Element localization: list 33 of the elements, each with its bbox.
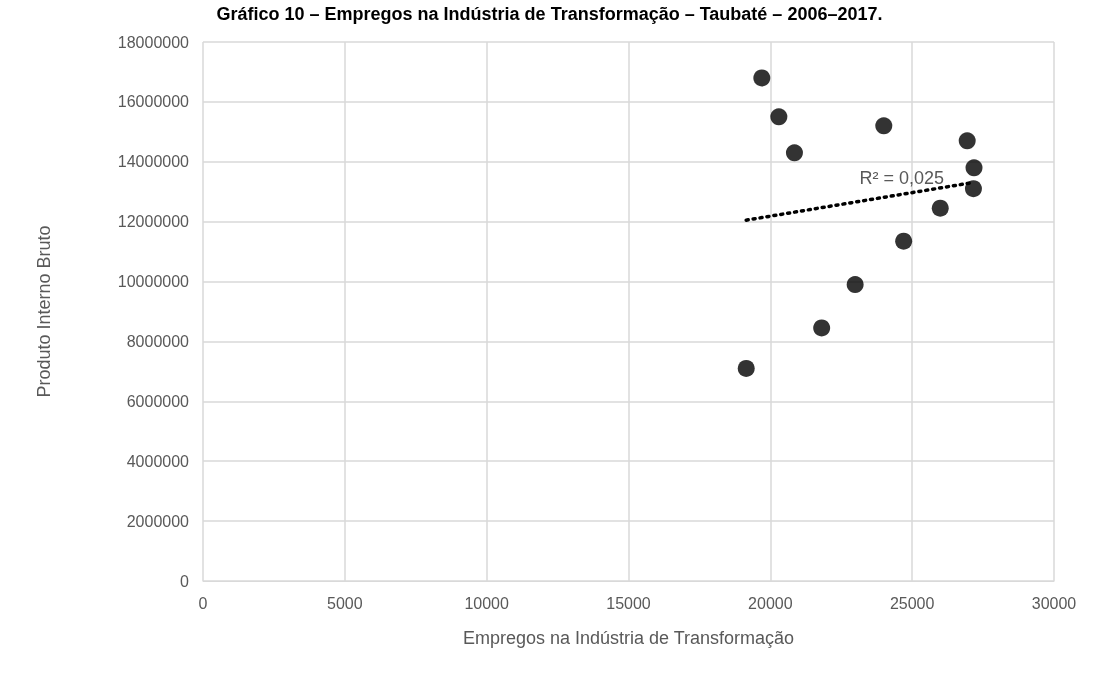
point	[846, 276, 864, 294]
x-tick-label: 5000	[327, 594, 363, 612]
x-tick-label: 15000	[606, 594, 651, 612]
chart-title: Gráfico 10 – Empregos na Indústria de Transformação – Taubaté – 2006–2017.	[216, 4, 883, 24]
point	[753, 69, 771, 87]
annotation: R² = 0,025	[859, 167, 945, 188]
point	[875, 117, 893, 135]
point	[785, 144, 803, 162]
point	[965, 159, 983, 177]
point	[770, 108, 788, 126]
y-tick-label: 6000000	[126, 392, 190, 410]
point	[813, 319, 831, 337]
x-axis-title: Empregos na Indústria de Transformação	[462, 628, 795, 648]
point	[958, 132, 976, 150]
point	[931, 199, 949, 217]
point	[737, 359, 755, 377]
point	[964, 180, 982, 198]
y-axis-title: Produto Interno Bruto	[34, 225, 54, 398]
x-tick-label: 0	[198, 594, 208, 612]
x-tick-label: 20000	[748, 594, 793, 612]
y-tick-label: 4000000	[126, 452, 190, 470]
y-tick-label: 2000000	[126, 512, 190, 530]
y-tick-label: 12000000	[117, 213, 190, 231]
y-tick-label: 16000000	[117, 93, 190, 111]
x-tick-label: 10000	[464, 594, 510, 612]
y-tick-label: 14000000	[117, 153, 190, 171]
y-tick-label: 18000000	[117, 33, 190, 51]
y-tick-label: 10000000	[117, 273, 190, 291]
point	[895, 232, 913, 250]
y-tick-label: 0	[180, 572, 190, 590]
y-tick-label: 8000000	[126, 332, 190, 350]
x-tick-label: 25000	[889, 594, 935, 612]
x-tick-label: 30000	[1031, 594, 1077, 612]
